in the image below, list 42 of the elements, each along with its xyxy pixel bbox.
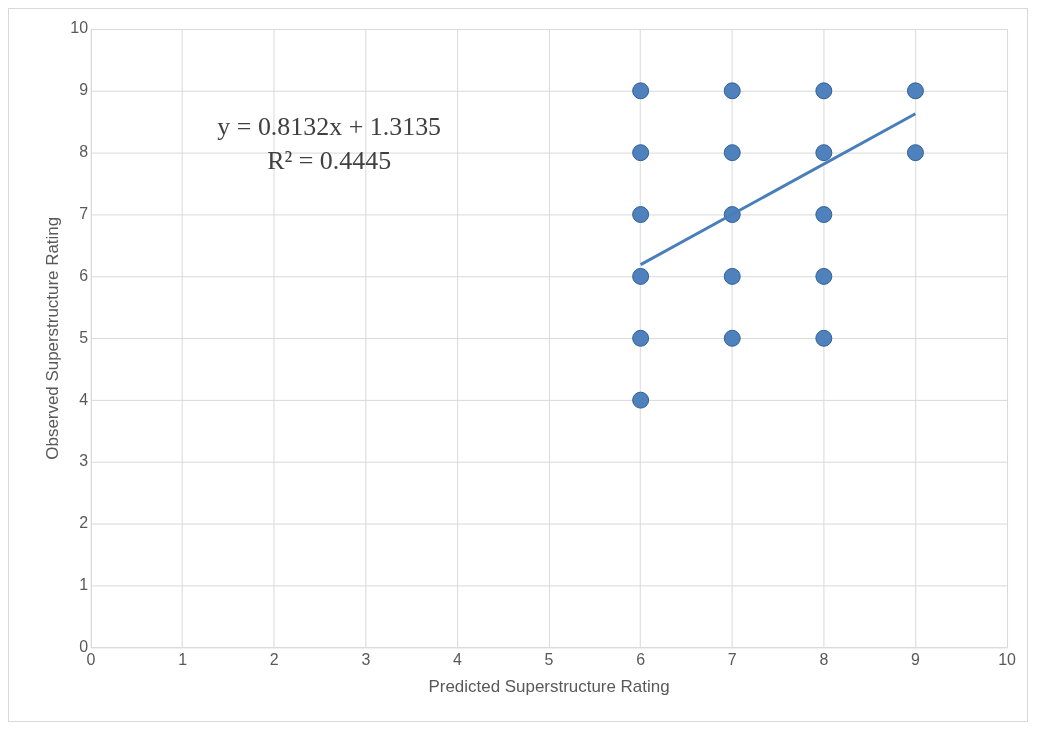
x-axis-title: Predicted Superstructure Rating bbox=[428, 676, 670, 696]
point bbox=[906, 144, 924, 162]
point bbox=[632, 267, 650, 285]
x-tick-label: 6 bbox=[636, 650, 646, 668]
point bbox=[632, 391, 650, 409]
point bbox=[632, 206, 650, 224]
point bbox=[723, 267, 741, 285]
point bbox=[723, 82, 741, 100]
y-tick-label: 3 bbox=[79, 452, 89, 470]
y-tick-label: 6 bbox=[79, 266, 89, 284]
y-tick-label: 9 bbox=[79, 81, 89, 99]
point bbox=[815, 144, 833, 162]
point bbox=[723, 329, 741, 347]
x-tick-label: 8 bbox=[819, 650, 829, 668]
x-tick-label: 5 bbox=[544, 650, 554, 668]
x-tick-label: 10 bbox=[998, 650, 1017, 668]
point bbox=[815, 82, 833, 100]
y-tick-label: 4 bbox=[79, 390, 89, 408]
point bbox=[723, 144, 741, 162]
point bbox=[815, 329, 833, 347]
point bbox=[632, 329, 650, 347]
y-tick-label: 5 bbox=[79, 328, 89, 346]
y-tick-label: 8 bbox=[79, 143, 89, 161]
x-tick-label: 1 bbox=[178, 650, 188, 668]
x-tick-label: 2 bbox=[269, 650, 279, 668]
y-tick-label: 7 bbox=[79, 204, 89, 222]
x-tick-label: 4 bbox=[453, 650, 462, 668]
x-tick-label: 9 bbox=[911, 650, 920, 668]
point bbox=[815, 206, 833, 224]
annotation: y = 0.8132x + 1.3135 bbox=[217, 112, 442, 142]
y-tick-label: 1 bbox=[79, 576, 89, 594]
x-tick-label: 7 bbox=[727, 650, 737, 668]
point bbox=[815, 267, 833, 285]
annotation: R² = 0.4445 bbox=[267, 146, 392, 176]
y-tick-label: 10 bbox=[70, 19, 89, 37]
x-tick-label: 3 bbox=[361, 650, 371, 668]
point bbox=[906, 82, 924, 100]
y-tick-label: 0 bbox=[79, 638, 89, 655]
point bbox=[632, 82, 650, 100]
y-axis-title: Observed Superstructure Rating bbox=[42, 216, 62, 460]
y-tick-label: 2 bbox=[79, 514, 89, 532]
point bbox=[632, 144, 650, 162]
